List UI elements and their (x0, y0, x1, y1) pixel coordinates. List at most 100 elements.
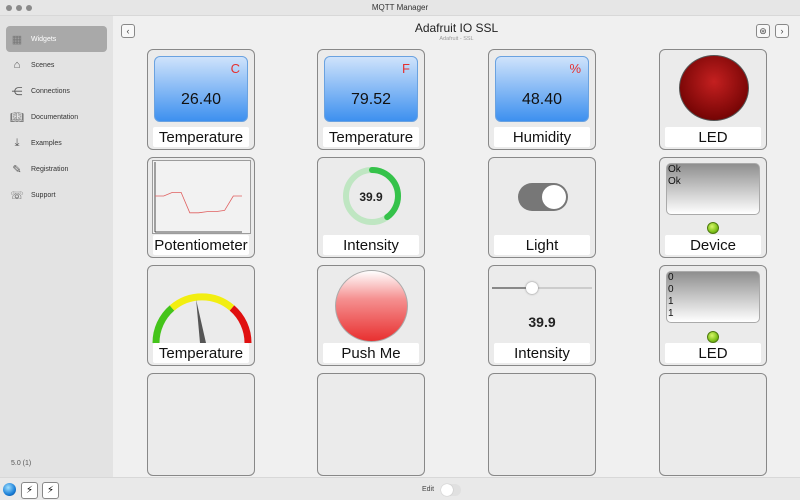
log-line: 1 (668, 296, 674, 307)
value-display: F 79.52 (324, 56, 418, 122)
widget-label: Intensity (323, 235, 419, 255)
light-toggle[interactable] (518, 183, 568, 211)
value-text: 26.40 (180, 91, 222, 108)
arc-gauge (152, 293, 252, 344)
plug-disconnected-icon: ⚡︎ (46, 485, 55, 496)
forward-button[interactable]: › (775, 24, 789, 38)
connect-button[interactable]: ⚡︎ (21, 482, 38, 499)
widget-potentiometer[interactable]: Potentiometer (147, 157, 255, 258)
sidebar: ▦ Widgets ⌂ Scenes ⋲ Connections 📖︎ Document… (0, 16, 113, 477)
log-line: Ok (668, 176, 681, 187)
sidebar-item-label: Examples (31, 139, 62, 147)
widget-intensity-slider[interactable]: 39.9 Intensity (488, 265, 596, 366)
widget-label: Light (494, 235, 590, 255)
sidebar-item-label: Registration (31, 165, 69, 173)
sidebar-item-registration[interactable]: ✎ Registration (6, 156, 107, 182)
widget-humidity[interactable]: % 48.40 Humidity (488, 49, 596, 150)
widget-label: LED (665, 343, 761, 363)
download-tray-icon: ⤓ (14, 136, 20, 149)
widget-label: Temperature (153, 127, 249, 147)
house-icon: ⌂ (13, 59, 21, 71)
widget-intensity-ring[interactable]: 39.9 Intensity (317, 157, 425, 258)
gauge-needle (196, 299, 206, 343)
log-line: Ok (668, 164, 681, 175)
sidebar-item-label: Documentation (31, 113, 79, 121)
widget-label: Device (665, 235, 761, 255)
sidebar-item-label: Widgets (31, 35, 57, 43)
sidebar-item-scenes[interactable]: ⌂ Scenes (6, 52, 107, 78)
connection-settings-button[interactable]: ⊛ (756, 24, 770, 38)
value-text: 39.9 (528, 314, 556, 330)
edit-label: Edit (422, 486, 435, 493)
edit-toggle[interactable] (441, 484, 461, 496)
line-chart (152, 160, 251, 234)
sidebar-item-label: Connections (31, 87, 70, 95)
value-text: 79.52 (350, 91, 392, 108)
widget-label: Temperature (323, 127, 419, 147)
page-title: Adafruit IO SSL (414, 21, 499, 35)
sidebar-item-label: Scenes (31, 61, 55, 69)
value-text: 39.9 (359, 190, 383, 204)
gear-icon: ⊛ (759, 26, 767, 36)
sidebar-item-connections[interactable]: ⋲ Connections (6, 78, 107, 104)
ring-gauge (343, 167, 401, 225)
widget-led-red[interactable]: LED (659, 49, 767, 150)
chevron-left-icon: ‹ (126, 26, 130, 36)
window-title: MQTT Manager (371, 3, 429, 12)
back-button[interactable]: ‹ (121, 24, 135, 38)
unit-label: % (569, 61, 581, 76)
plug-connected-icon: ⚡︎ (25, 485, 34, 496)
slider-thumb[interactable] (526, 282, 538, 294)
empty-widget-slot[interactable] (659, 373, 767, 476)
connection-status-icon (3, 483, 16, 496)
sidebar-item-examples[interactable]: ⤓ Examples (6, 130, 107, 156)
empty-widget-slot[interactable] (488, 373, 596, 476)
person-pen-icon: ✎ (12, 163, 22, 176)
chevron-right-icon: › (780, 26, 784, 36)
led-lamp (679, 55, 749, 121)
widget-light[interactable]: Light (488, 157, 596, 258)
zoom-button[interactable] (26, 5, 32, 11)
sidebar-item-support[interactable]: ☏ Support (6, 182, 107, 208)
widget-label: Push Me (323, 343, 419, 363)
series-line (155, 192, 242, 214)
widget-label: Potentiometer (153, 235, 249, 255)
widget-label: Intensity (494, 343, 590, 363)
title-bar: MQTT Manager (0, 0, 800, 16)
slider-track[interactable] (492, 282, 592, 294)
minimize-button[interactable] (16, 5, 22, 11)
status-led (707, 222, 719, 234)
unit-label: C (230, 61, 240, 76)
status-led (707, 331, 719, 343)
widget-label: Temperature (153, 343, 249, 363)
sidebar-item-label: Support (31, 191, 56, 199)
widget-label: LED (665, 127, 761, 147)
unit-label: F (402, 61, 410, 76)
text-log: Ok Ok (666, 163, 760, 215)
value-display: % 48.40 (495, 56, 589, 122)
sidebar-item-documentation[interactable]: 📖︎ Documentation (6, 104, 107, 130)
support-hand-icon: ☏ (10, 189, 24, 202)
widget-temperature-f[interactable]: F 79.52 Temperature (317, 49, 425, 150)
push-button[interactable] (335, 270, 408, 342)
window-controls[interactable] (6, 5, 32, 11)
log-line: 0 (668, 284, 674, 295)
widget-temperature-gauge[interactable]: Temperature (147, 265, 255, 366)
widget-temperature-c[interactable]: C 26.40 Temperature (147, 49, 255, 150)
value-text: 48.40 (521, 91, 563, 108)
close-button[interactable] (6, 5, 12, 11)
log-line: 1 (668, 308, 674, 319)
empty-widget-slot[interactable] (147, 373, 255, 476)
widget-device[interactable]: Ok Ok Device (659, 157, 767, 258)
sidebar-item-widgets[interactable]: ▦ Widgets (6, 26, 107, 52)
empty-widget-slot[interactable] (317, 373, 425, 476)
widget-label: Humidity (494, 127, 590, 147)
grid-icon: ▦ (11, 33, 23, 46)
ring-fill (343, 167, 401, 225)
widget-push-me[interactable]: Push Me (317, 265, 425, 366)
version-label: 5.0 (1) (11, 460, 32, 467)
disconnect-button[interactable]: ⚡︎ (42, 482, 59, 499)
book-icon: 📖︎ (10, 111, 24, 124)
